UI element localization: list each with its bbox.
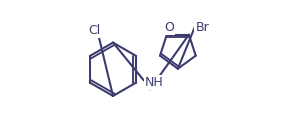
Text: NH: NH: [145, 76, 163, 89]
Text: Cl: Cl: [88, 24, 100, 37]
Text: Br: Br: [196, 21, 209, 34]
Text: O: O: [164, 21, 174, 34]
